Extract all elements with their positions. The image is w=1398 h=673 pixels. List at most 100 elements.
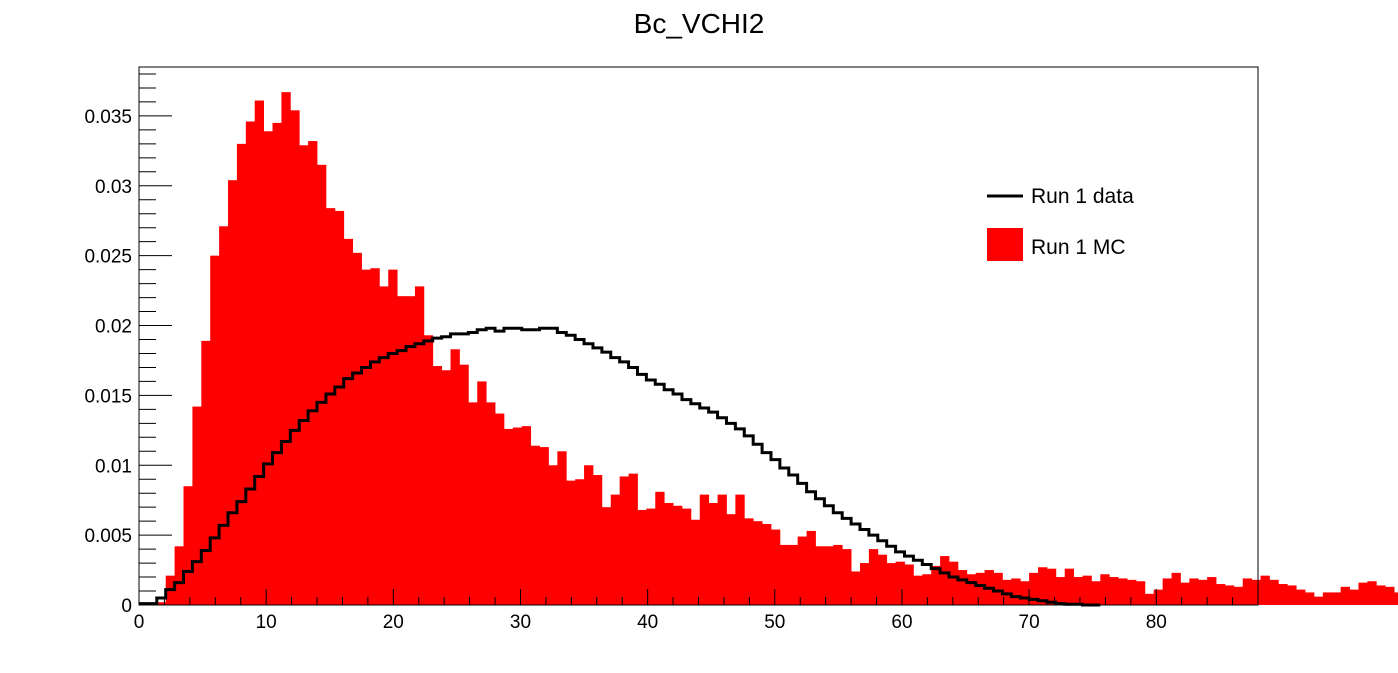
- mc-bar: [192, 406, 202, 605]
- mc-bar: [183, 486, 193, 605]
- mc-bar: [708, 502, 718, 605]
- mc-bar: [406, 296, 416, 605]
- mc-bar: [521, 426, 532, 605]
- mc-bar: [1153, 589, 1164, 605]
- mc-bar: [664, 502, 674, 605]
- mc-bar: [1260, 575, 1270, 605]
- mc-bar: [1135, 581, 1146, 605]
- mc-bar: [993, 572, 1003, 605]
- mc-bar: [762, 523, 772, 605]
- mc-bar: [1198, 579, 1208, 605]
- mc-bar: [1340, 586, 1350, 605]
- mc-bar: [1144, 593, 1155, 605]
- mc-bar: [548, 465, 558, 605]
- mc-bar: [1224, 585, 1235, 605]
- mc-bar: [931, 565, 941, 605]
- mc-bar: [1251, 579, 1261, 605]
- mc-bar: [495, 413, 505, 605]
- mc-bar: [646, 508, 656, 605]
- y-tick-label: 0.025: [84, 247, 132, 268]
- mc-bar: [744, 518, 754, 605]
- mc-bar: [1055, 577, 1066, 605]
- x-tick-label: 40: [637, 612, 658, 633]
- x-tick-label: 70: [1019, 612, 1040, 633]
- mc-bar: [628, 473, 638, 605]
- mc-bar: [432, 366, 443, 605]
- mc-bar: [1020, 581, 1030, 605]
- mc-bar: [957, 570, 968, 605]
- mc-bar: [379, 286, 389, 605]
- mc-bar: [414, 286, 425, 605]
- mc-bar: [308, 141, 318, 605]
- y-tick-label: 0.02: [95, 317, 132, 338]
- mc-bar: [1118, 578, 1128, 605]
- mc-bar: [1064, 568, 1075, 605]
- mc-bar: [726, 514, 736, 605]
- mc-bar: [1242, 578, 1253, 605]
- mc-bar: [851, 571, 861, 605]
- mc-bar: [1109, 577, 1119, 605]
- mc-bar: [815, 546, 825, 605]
- mc-bar: [361, 269, 371, 605]
- mc-bar: [1394, 592, 1398, 605]
- mc-bar: [735, 494, 745, 605]
- mc-bar: [868, 549, 879, 605]
- y-axis: 0 0.005 0.01 0.015 0.02 0.025 0.03 0.035: [84, 73, 172, 617]
- mc-bar: [886, 563, 896, 605]
- mc-bar: [770, 529, 781, 605]
- mc-bar: [219, 226, 229, 606]
- mc-bar: [236, 143, 247, 606]
- mc-bar: [1091, 581, 1101, 605]
- mc-bar: [699, 494, 710, 605]
- mc-bar: [459, 364, 469, 605]
- mc-bar: [619, 476, 629, 605]
- mc-bar: [673, 505, 683, 605]
- mc-bar: [450, 349, 460, 605]
- mc-bar: [1082, 575, 1092, 605]
- mc-bar: [1367, 581, 1377, 605]
- y-tick-label: 0.01: [95, 456, 132, 477]
- mc-bar: [530, 445, 540, 605]
- mc-bar: [842, 549, 852, 605]
- mc-bar: [352, 252, 362, 605]
- mc-bar: [681, 508, 692, 605]
- mc-bar: [1127, 579, 1137, 605]
- mc-bar: [557, 451, 567, 605]
- mc-bar: [584, 465, 594, 605]
- y-tick-label: 0.03: [95, 177, 132, 198]
- mc-bar: [1322, 592, 1333, 605]
- mc-bar: [904, 564, 914, 605]
- mc-bar: [753, 521, 763, 605]
- mc-bar: [824, 546, 834, 605]
- mc-bar: [1233, 586, 1244, 605]
- mc-bar: [877, 554, 888, 605]
- mc-bar: [512, 427, 523, 605]
- mc-bar: [1287, 585, 1297, 605]
- mc-bar: [334, 210, 345, 605]
- mc-bar: [859, 563, 870, 605]
- mc-bar: [388, 269, 398, 605]
- mc-bar: [1269, 579, 1279, 605]
- mc-bar: [975, 572, 986, 605]
- x-tick-label: 20: [383, 612, 404, 633]
- mc-bar: [637, 509, 647, 605]
- mc-bar: [1029, 572, 1039, 605]
- mc-bar: [503, 428, 514, 605]
- mc-bar: [299, 145, 309, 605]
- mc-bar: [940, 556, 950, 605]
- x-tick-label: 50: [764, 612, 785, 633]
- mc-bar: [468, 402, 478, 605]
- x-tick-label: 80: [1146, 612, 1167, 633]
- mc-bar: [486, 402, 496, 605]
- x-axis: 0 10 20 30 40 50 60 70 80: [134, 589, 1259, 633]
- mc-bar: [263, 131, 273, 605]
- mc-bar: [1349, 589, 1359, 605]
- mc-bar: [1278, 584, 1288, 605]
- mc-bar: [254, 100, 265, 605]
- mc-bar: [1011, 578, 1021, 605]
- mc-bar: [370, 268, 380, 605]
- mc-bar: [1216, 584, 1226, 605]
- mc-bar: [1376, 585, 1386, 605]
- mc-bar: [397, 296, 407, 605]
- mc-bar: [1296, 589, 1306, 605]
